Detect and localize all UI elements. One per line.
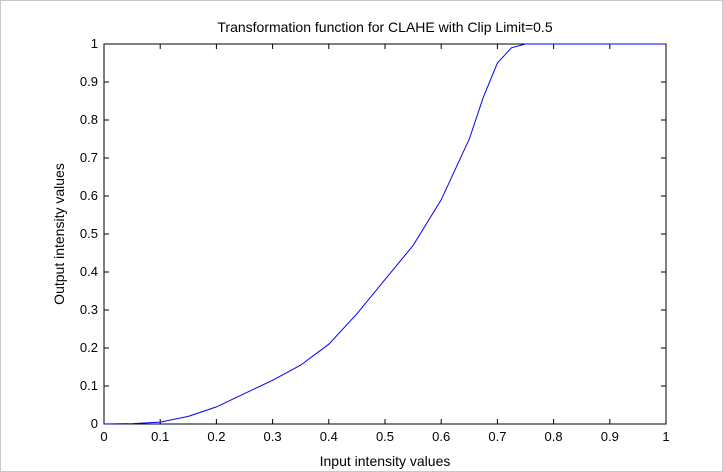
y-tick-label: 0.4	[80, 264, 98, 279]
y-tick-label: 0.2	[80, 340, 98, 355]
x-tick-label: 0	[100, 429, 107, 444]
plot-area	[103, 43, 667, 425]
x-tick-label: 0.9	[601, 429, 619, 444]
y-tick-label: 0.1	[80, 378, 98, 393]
y-tick-label: 0.8	[80, 112, 98, 127]
x-tick-label: 0.3	[264, 429, 282, 444]
y-tick-label: 0.7	[80, 150, 98, 165]
x-tick-label: 1	[662, 429, 669, 444]
x-tick-label: 0.5	[376, 429, 394, 444]
x-tick-label: 0.2	[207, 429, 225, 444]
y-tick-label: 0.6	[80, 188, 98, 203]
x-tick-label: 0.7	[488, 429, 506, 444]
y-tick-label: 0	[91, 416, 98, 431]
y-tick-label: 0.5	[80, 226, 98, 241]
y-axis-label: Output intensity values	[51, 163, 67, 305]
x-tick-label: 0.8	[545, 429, 563, 444]
y-tick-label: 0.3	[80, 302, 98, 317]
x-axis-label: Input intensity values	[320, 453, 451, 469]
x-tick-label: 0.1	[151, 429, 169, 444]
x-tick-label: 0.4	[320, 429, 338, 444]
x-tick-label: 0.6	[432, 429, 450, 444]
chart-title: Transformation function for CLAHE with C…	[217, 19, 552, 35]
line-series	[103, 43, 666, 425]
y-tick-label: 0.9	[80, 74, 98, 89]
y-tick-label: 1	[91, 36, 98, 51]
